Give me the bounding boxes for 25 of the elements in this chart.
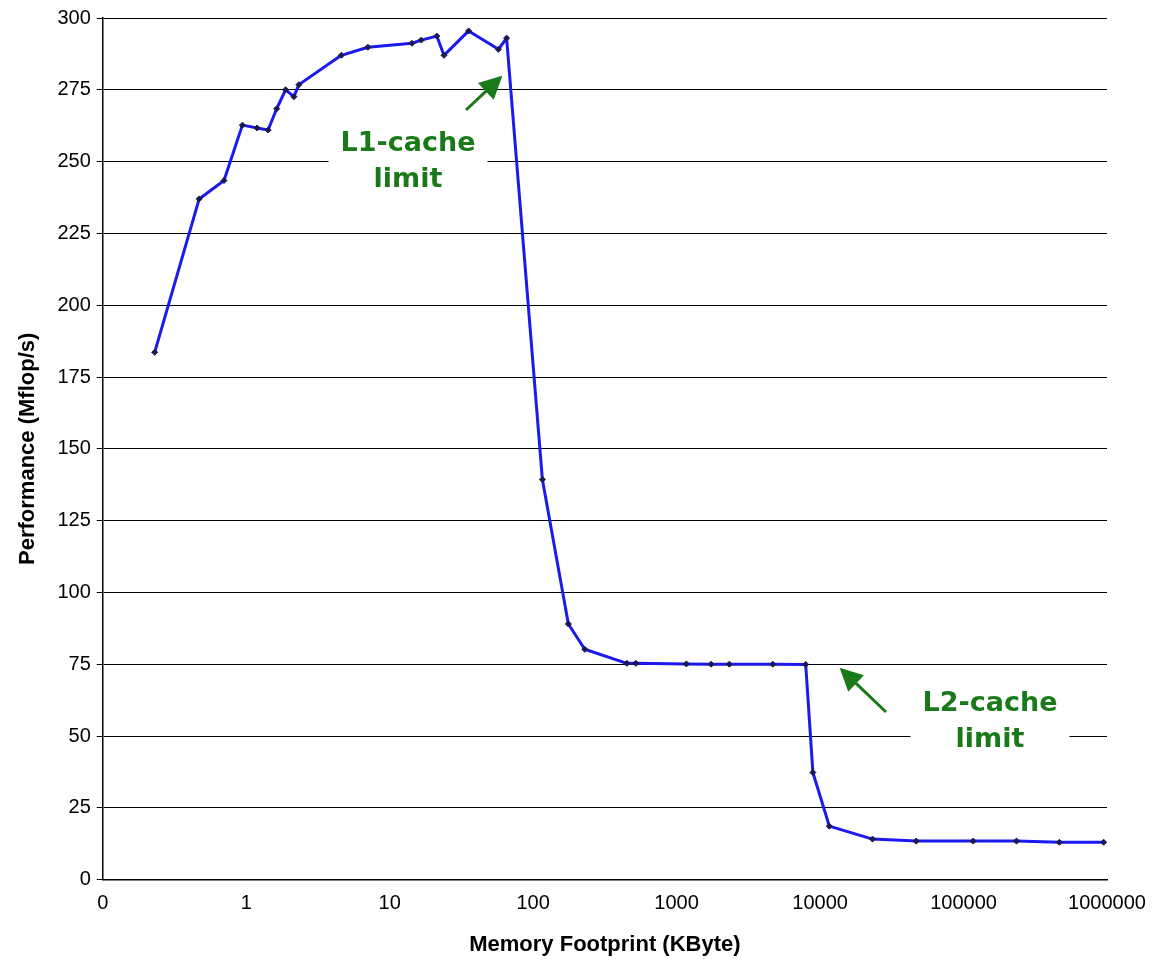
y-tick-label: 225 <box>57 220 91 243</box>
y-tick-label: 250 <box>57 149 91 172</box>
y-axis-title: Performance (Mflop/s) <box>14 332 40 565</box>
y-tick-label: 100 <box>57 579 91 602</box>
x-tick-label: 1000 <box>654 891 699 914</box>
x-tick-label: 100 <box>516 891 550 914</box>
y-tick-label: 25 <box>68 795 91 818</box>
y-tick-label: 50 <box>68 723 91 746</box>
x-axis-title: Memory Footprint (KByte) <box>469 930 741 956</box>
y-tick-label: 275 <box>57 77 91 100</box>
y-tick-label: 75 <box>68 651 91 674</box>
x-tick-label: 1000000 <box>1068 891 1146 914</box>
annotation: L2-cache limit <box>910 682 1070 758</box>
y-tick-label: 300 <box>57 5 91 28</box>
y-tick-label: 150 <box>57 436 91 459</box>
x-tick-label: 1 <box>240 891 252 914</box>
y-tick-label: 125 <box>57 508 91 531</box>
x-tick-label: 10 <box>378 891 401 914</box>
y-tick-label: 175 <box>57 364 91 387</box>
x-tick-label: 10000 <box>792 891 848 914</box>
x-tick-label: 100000 <box>930 891 997 914</box>
annotation: L1-cache limit <box>328 122 488 198</box>
y-tick-label: 0 <box>79 867 91 890</box>
y-tick-label: 200 <box>57 292 91 315</box>
x-tick-label: 0 <box>97 891 109 914</box>
